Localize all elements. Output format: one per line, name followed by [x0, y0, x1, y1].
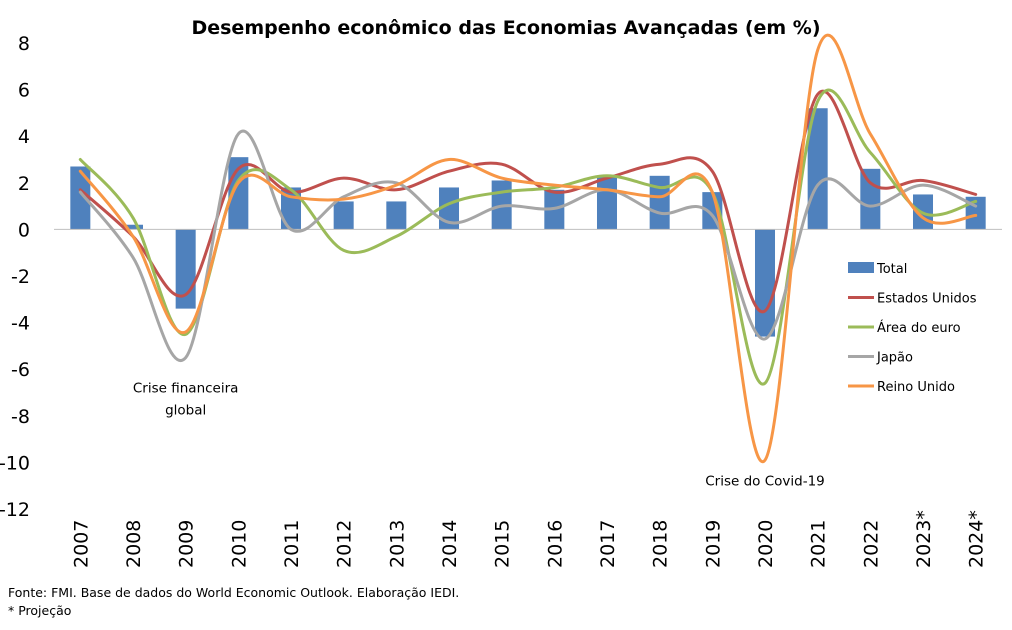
legend-label: Total [876, 262, 907, 277]
bar-2018 [649, 175, 670, 230]
y-tick-label: 6 [18, 80, 30, 102]
footer-note: * Projeção [8, 603, 71, 618]
annotation: Crise financeira global [133, 381, 239, 419]
x-tick-label: 2019 [702, 520, 724, 568]
legend-label: Japão [876, 351, 913, 366]
line-estados-unidos [78, 89, 978, 314]
x-tick-label: 2017 [597, 520, 619, 568]
bar-2007 [70, 166, 91, 230]
x-tick-label: 2013 [386, 520, 408, 568]
x-tick-label: 2021 [808, 520, 830, 568]
x-axis: 2007 2008 2009 2010 2011 2012 2013 2014 2015 2016… [70, 510, 987, 568]
x-tick-label: 2024* [966, 510, 988, 568]
x-tick-label: 2023* [913, 510, 935, 568]
line-reino-unido [78, 33, 978, 464]
y-axis: 8 6 4 2 0 -2 -4 -6 -8 -10 -12 [0, 33, 30, 521]
y-tick-label: 2 [18, 173, 30, 195]
annotation: Crise do Covid-19 [705, 474, 825, 490]
x-tick-label: 2007 [70, 520, 92, 568]
x-tick-label: 2012 [334, 520, 356, 568]
x-tick-label: 2015 [492, 520, 514, 568]
annotations: Crise financeira global Crise do Covid-19 [133, 381, 825, 490]
bar-series [70, 108, 986, 337]
x-tick-label: 2010 [228, 520, 250, 568]
y-tick-label: -6 [11, 359, 30, 381]
x-tick-label: 2018 [650, 520, 672, 568]
y-tick-label: 8 [18, 33, 30, 55]
bar-2008 [122, 224, 144, 230]
legend-label: Área do euro [877, 320, 961, 336]
y-tick-label: -12 [0, 499, 30, 521]
y-tick-label: -10 [0, 452, 30, 474]
y-tick-label: 0 [18, 219, 30, 241]
bar-2013 [386, 201, 407, 230]
bar-2022 [860, 168, 881, 230]
x-tick-label: 2020 [755, 520, 777, 568]
legend-swatch [848, 262, 874, 273]
bar-2021 [807, 108, 828, 230]
legend: Total Estados Unidos Área do euro Japão Rein… [848, 262, 977, 395]
y-tick-label: -2 [11, 266, 30, 288]
bar-2020 [754, 229, 776, 337]
x-tick-label: 2014 [439, 520, 461, 568]
x-tick-label: 2008 [123, 520, 145, 568]
y-tick-label: 4 [18, 126, 30, 148]
legend-label: Reino Unido [877, 380, 955, 395]
x-tick-label: 2011 [281, 520, 303, 568]
bar-2017 [596, 175, 618, 230]
chart-title: Desempenho econômico das Economias Avanç… [191, 17, 820, 39]
x-tick-label: 2022 [860, 520, 882, 568]
y-tick-label: -4 [11, 313, 30, 335]
x-tick-label: 2016 [544, 520, 566, 568]
legend-label: Estados Unidos [877, 292, 977, 307]
bar-2012 [333, 201, 354, 230]
footer-source: Fonte: FMI. Base de dados do World Econo… [8, 585, 459, 600]
line-jap-o [78, 129, 978, 362]
y-tick-label: -8 [11, 406, 30, 428]
x-tick-label: 2009 [176, 520, 198, 568]
line-series [78, 33, 978, 464]
